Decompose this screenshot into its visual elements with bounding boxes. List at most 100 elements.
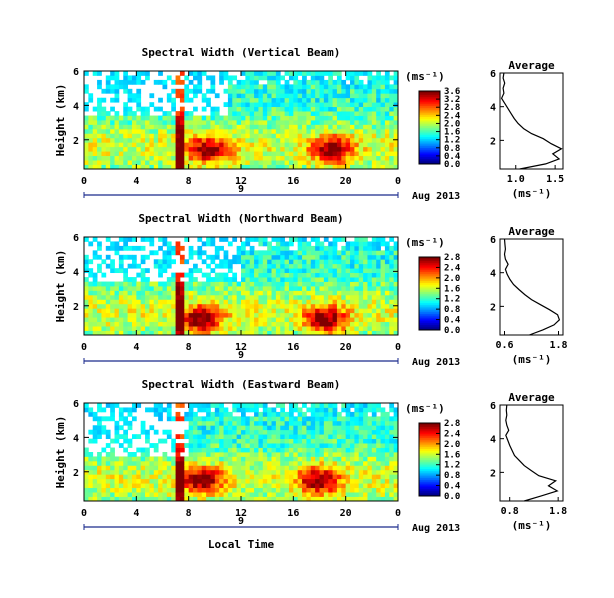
heatmap-cell [288, 115, 294, 121]
heatmap-cell [302, 456, 307, 462]
heatmap-cell [354, 438, 360, 444]
heatmap-cell [210, 303, 216, 309]
heatmap-cell [275, 111, 281, 116]
heatmap-cell [105, 460, 111, 466]
heatmap-cell [153, 330, 159, 336]
heatmap-cell [188, 321, 194, 327]
heatmap-cell [158, 460, 163, 466]
heatmap-cell [245, 420, 251, 426]
colorbar-segment [419, 488, 440, 491]
heatmap-cell [123, 268, 129, 274]
heatmap-cell [131, 294, 137, 300]
heatmap-cell [88, 321, 94, 327]
heatmap-cell [315, 425, 320, 431]
heatmap-cell [123, 277, 129, 282]
heatmap-cell [145, 124, 150, 130]
heatmap-cell [158, 160, 163, 165]
heatmap-cell [110, 142, 115, 148]
heatmap-cell [114, 79, 120, 85]
heatmap-cell [363, 106, 368, 112]
heatmap-cell [336, 474, 342, 480]
heatmap-cell [363, 483, 368, 489]
heatmap-cell [210, 416, 216, 422]
heatmap-cell [162, 452, 168, 457]
heatmap-cell [158, 465, 163, 471]
heatmap-cell [254, 420, 259, 426]
heatmap-cell [166, 250, 172, 256]
heatmap-cell [376, 290, 381, 296]
heatmap-cell [358, 312, 364, 318]
heatmap-cell [306, 71, 312, 76]
heatmap-cell [158, 263, 163, 269]
heatmap-cell [214, 115, 220, 121]
heatmap-cell [88, 478, 94, 484]
heatmap-cell [284, 124, 290, 130]
heatmap-cell [341, 268, 347, 274]
heatmap-cell [206, 420, 211, 426]
heatmap-cell [323, 483, 329, 489]
x-tick-label: 8 [186, 176, 192, 187]
heatmap-cell [197, 438, 203, 444]
heatmap-cell [280, 308, 286, 314]
heatmap-cell [262, 496, 268, 502]
heatmap-cell [389, 478, 395, 484]
colorbar-tick-label: 3.6 [444, 87, 460, 97]
heatmap-cell [310, 142, 316, 148]
heatmap-cell [319, 456, 325, 462]
heatmap-cell [258, 456, 264, 462]
heatmap-cell [118, 326, 124, 331]
heatmap-cell [367, 102, 373, 108]
heatmap-cell [179, 245, 185, 251]
heatmap-cell [258, 84, 264, 90]
heatmap-cell [171, 478, 176, 484]
heatmap-cell [140, 330, 146, 336]
heatmap-cell [384, 241, 390, 247]
heatmap-cell [127, 97, 133, 103]
heatmap-cell [363, 97, 368, 103]
heatmap-cell [288, 425, 294, 431]
heatmap-cell [145, 308, 150, 314]
heatmap-cell [288, 469, 294, 475]
heatmap-cell [114, 460, 120, 466]
heatmap-cell [97, 469, 102, 475]
heatmap-cell [293, 120, 299, 125]
heatmap-cell [262, 254, 268, 260]
heatmap-cell [197, 478, 203, 484]
heatmap-cell [149, 250, 155, 256]
heatmap-cell [88, 120, 94, 125]
heatmap-cell [92, 330, 98, 336]
heatmap-cell [254, 460, 259, 466]
heatmap-cell [288, 407, 294, 413]
heatmap-cell [214, 496, 220, 502]
x-tick-label: 8 [186, 508, 192, 519]
heatmap-cell [201, 97, 207, 103]
heatmap-cell [149, 164, 155, 170]
heatmap-cell [367, 93, 373, 99]
heatmap-cell [175, 483, 181, 489]
heatmap-cell [236, 290, 242, 296]
heatmap-cell [97, 245, 102, 251]
heatmap-cell [267, 281, 272, 287]
heatmap-cell [227, 429, 233, 435]
heatmap-cell [114, 268, 120, 274]
heatmap-cell [271, 137, 277, 143]
heatmap-cell [288, 478, 294, 484]
heatmap-cell [297, 294, 303, 300]
heatmap-cell [332, 474, 338, 480]
heatmap-cell [197, 483, 203, 489]
heatmap-cell [302, 452, 307, 457]
heatmap-cell [245, 272, 251, 278]
heatmap-cell [214, 294, 220, 300]
heatmap-cell [84, 268, 89, 274]
heatmap-cell [275, 416, 281, 422]
heatmap-cell [350, 416, 355, 422]
heatmap-cell [175, 79, 181, 85]
heatmap-cell [101, 483, 107, 489]
panel-title: Spectral Width (Northward Beam) [138, 212, 343, 225]
heatmap-cell [232, 478, 238, 484]
heatmap-cell [241, 245, 246, 251]
heatmap-cell [284, 241, 290, 247]
heatmap-cell [310, 71, 316, 76]
heatmap-cell [288, 330, 294, 336]
heatmap-cell [193, 71, 198, 76]
